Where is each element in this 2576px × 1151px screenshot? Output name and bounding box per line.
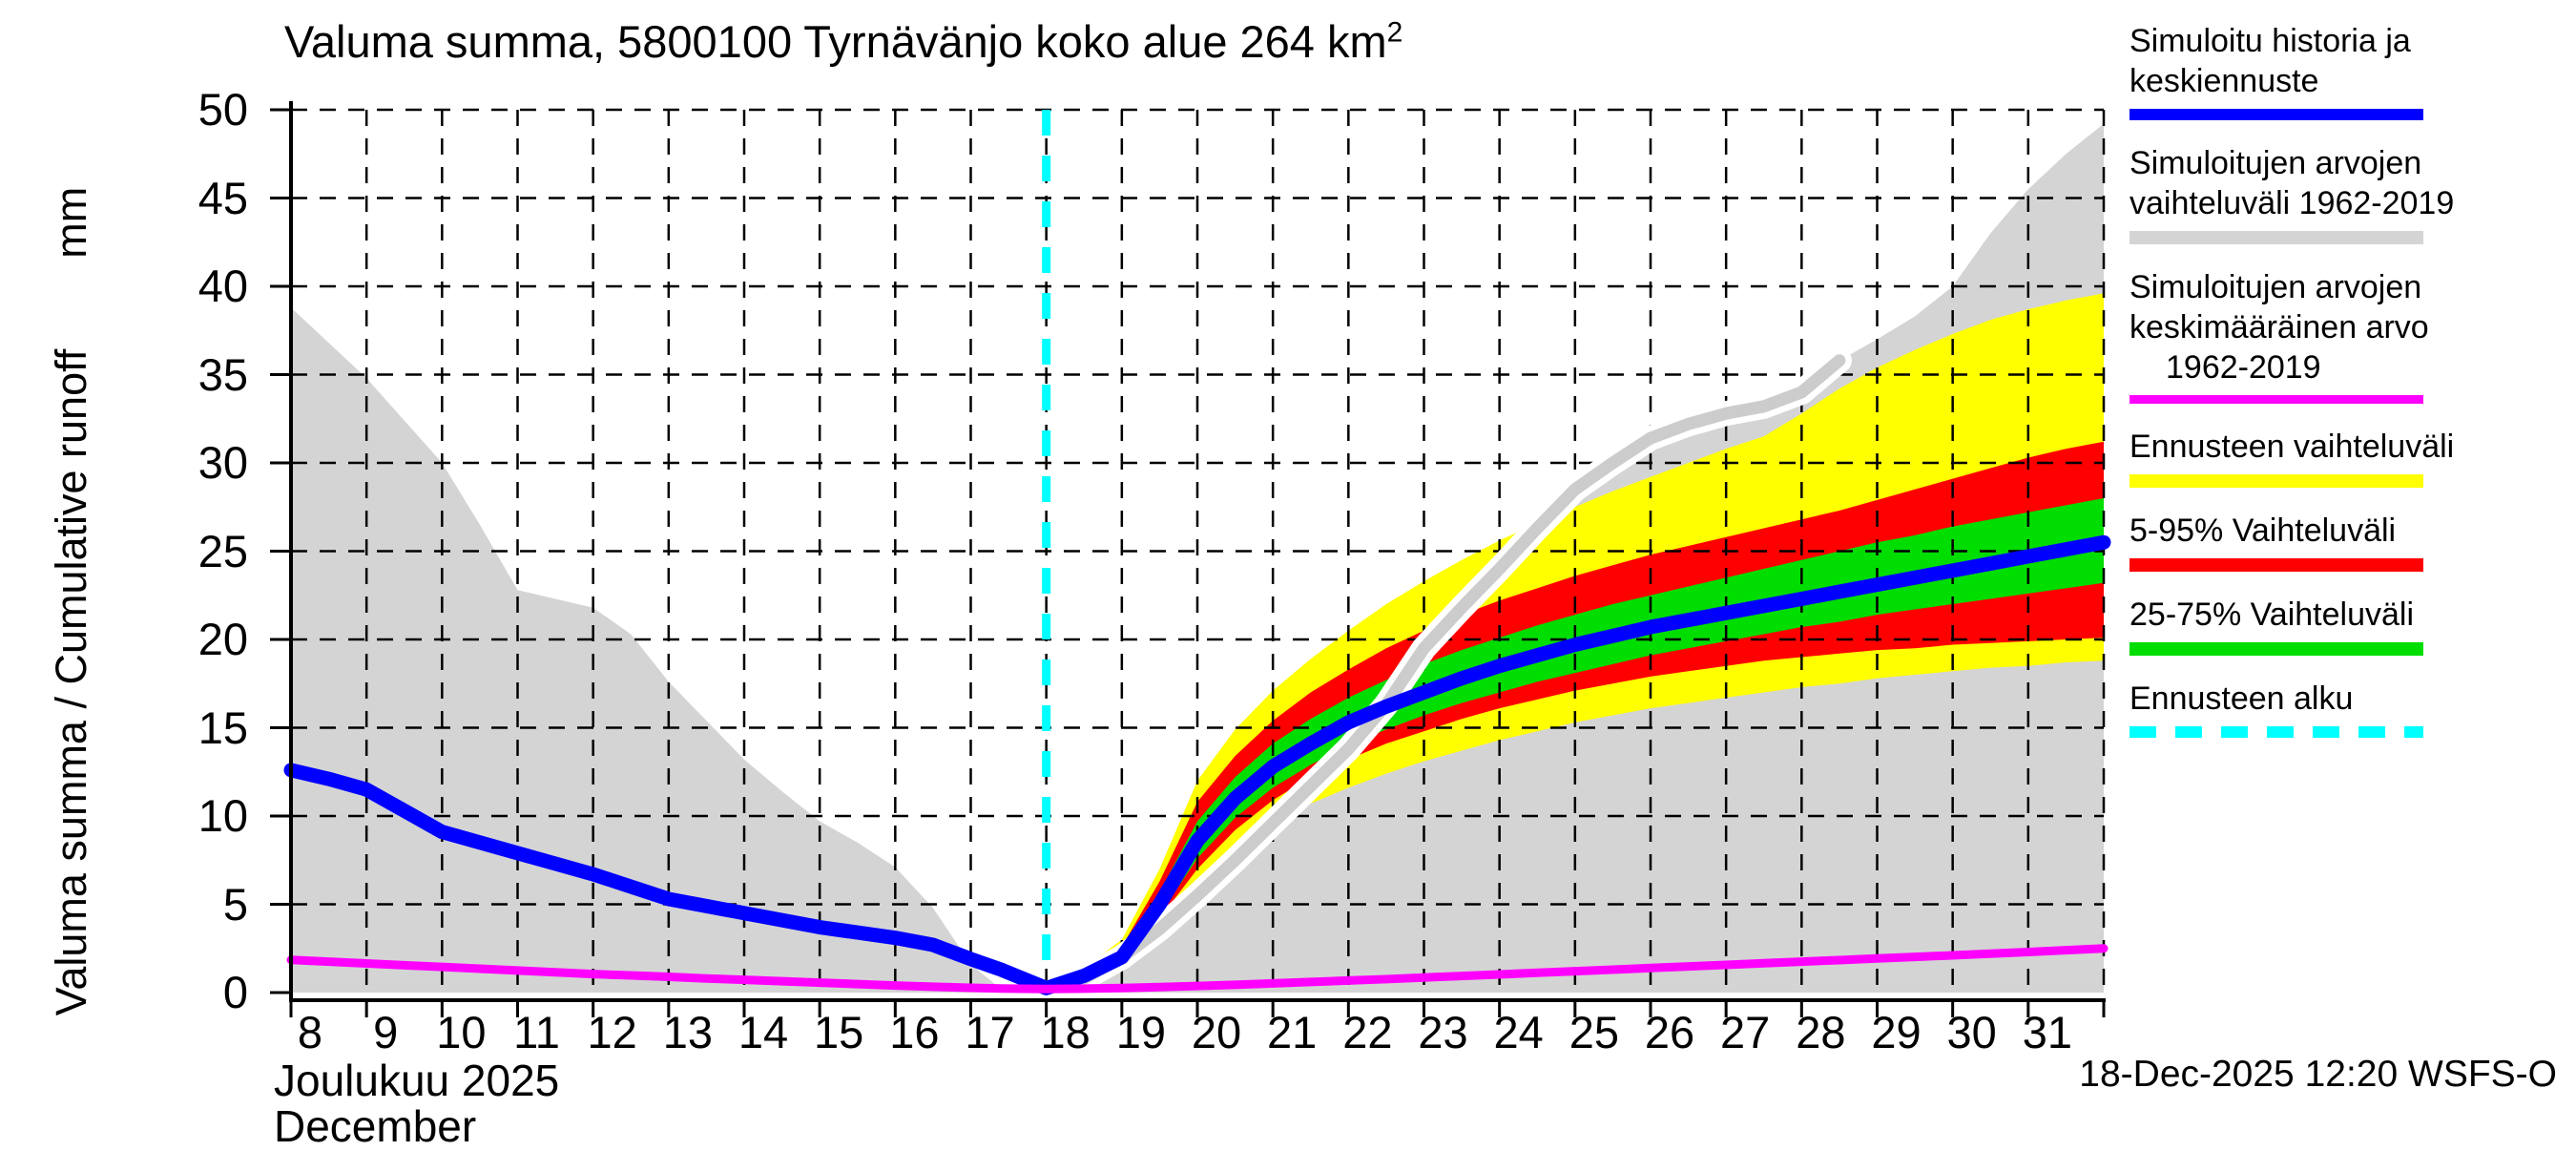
- legend-item-1: Simuloitujen arvojen vaihteluväli 1962-20…: [2129, 143, 2568, 244]
- x-tick-label: 12: [587, 1007, 637, 1057]
- x-tick-label: 22: [1342, 1007, 1393, 1057]
- legend-item-0: Simuloitu historia ja keskiennuste: [2129, 21, 2568, 120]
- y-tick-label: 50: [197, 84, 248, 135]
- x-tick-label: 21: [1267, 1007, 1318, 1057]
- y-tick-label: 0: [222, 967, 248, 1017]
- x-tick-label: 19: [1115, 1007, 1166, 1057]
- legend-item-4: 5-95% Vaihteluväli: [2129, 511, 2568, 572]
- legend-item-3: Ennusteen vaihteluväli: [2129, 427, 2568, 488]
- legend-swatch-green: [2129, 642, 2423, 656]
- legend-item-label: Ennusteen vaihteluväli: [2129, 429, 2455, 465]
- x-tick-label: 30: [1946, 1007, 1997, 1057]
- x-tick-label: 11: [513, 1007, 560, 1057]
- x-tick-label: 29: [1871, 1007, 1922, 1057]
- y-tick-label: 20: [197, 614, 248, 664]
- x-tick-label: 23: [1418, 1007, 1468, 1057]
- x-axis-month-en: December: [274, 1101, 477, 1151]
- median-forecast-line: [283, 534, 2111, 995]
- x-tick-label: 17: [965, 1007, 1015, 1057]
- title-text: Valuma summa, 5800100 Tyrnävänjo koko al…: [284, 16, 1387, 67]
- x-tick-label: 16: [889, 1007, 940, 1057]
- historical-envelope-line: [1077, 354, 1846, 985]
- y-tick-label: 40: [197, 261, 248, 311]
- y-tick-label: 45: [197, 172, 248, 223]
- timestamp: 18-Dec-2025 12:20 WSFS-O: [2079, 1054, 2557, 1095]
- y-tick-label: 10: [197, 790, 248, 841]
- legend-swatch-magenta: [2129, 395, 2423, 404]
- y-tick-label: 15: [197, 701, 248, 753]
- x-tick-label: 15: [814, 1007, 864, 1057]
- x-tick-label: 31: [2022, 1007, 2072, 1057]
- x-tick-label: 28: [1796, 1007, 1846, 1057]
- legend-item-label: vaihteluväli 1962-2019: [2129, 185, 2455, 221]
- legend-swatch-gray_band: [2129, 231, 2423, 244]
- legend: Simuloitu historia ja keskiennuste Simuloi…: [2129, 21, 2568, 738]
- page-title: Valuma summa, 5800100 Tyrnävänjo koko al…: [284, 15, 1402, 68]
- legend-item-label: keskiennuste: [2129, 63, 2319, 99]
- x-tick-label: 25: [1568, 1007, 1619, 1057]
- x-tick-label: 27: [1720, 1007, 1771, 1057]
- legend-item-label: 1962-2019: [2166, 349, 2321, 386]
- x-axis-month-labels: Joulukuu 2025 December: [274, 1057, 559, 1149]
- legend-swatch-cyan: [2129, 726, 2423, 738]
- x-tick-label: 14: [737, 1007, 789, 1057]
- y-axis-label: Valuma summa / Cumulative runoffmm: [43, 105, 100, 1098]
- legend-swatch-blue: [2129, 109, 2423, 120]
- legend-item-label: Simuloitujen arvojen: [2129, 269, 2422, 305]
- title-superscript: 2: [1386, 16, 1403, 49]
- y-tick-label: 5: [222, 878, 248, 930]
- x-tick-label: 10: [436, 1007, 487, 1057]
- legend-item-6: Ennusteen alku: [2129, 679, 2568, 738]
- legend-item-label: Simuloitujen arvojen: [2129, 145, 2422, 181]
- legend-item-label: keskimääräinen arvo: [2129, 309, 2429, 345]
- legend-item-label: 25-75% Vaihteluväli: [2129, 596, 2414, 633]
- x-tick-label: 18: [1040, 1007, 1091, 1057]
- x-tick-label: 24: [1493, 1007, 1544, 1057]
- y-tick-label: 30: [197, 437, 248, 488]
- x-tick-label: 26: [1644, 1007, 1695, 1057]
- x-tick-label: 20: [1191, 1007, 1242, 1057]
- historical-mean-line: [286, 944, 2109, 994]
- legend-item-label: Ennusteen alku: [2129, 680, 2354, 717]
- x-tick-label: 9: [373, 1007, 399, 1057]
- range-25-75-area: [1046, 498, 2105, 988]
- x-tick-label: 8: [297, 1007, 323, 1057]
- x-tick-label: 13: [662, 1007, 713, 1057]
- legend-item-label: Simuloitu historia ja: [2129, 23, 2411, 59]
- x-axis-month-fi: Joulukuu 2025: [274, 1056, 560, 1105]
- legend-swatch-yellow: [2129, 474, 2423, 488]
- y-tick-label: 35: [197, 348, 248, 400]
- legend-item-label: 5-95% Vaihteluväli: [2129, 513, 2397, 549]
- legend-item-2: Simuloitujen arvojen keskimääräinen arvo 1…: [2129, 267, 2568, 404]
- y-tick-label: 25: [197, 525, 248, 576]
- legend-swatch-red: [2129, 558, 2423, 572]
- legend-item-5: 25-75% Vaihteluväli: [2129, 595, 2568, 656]
